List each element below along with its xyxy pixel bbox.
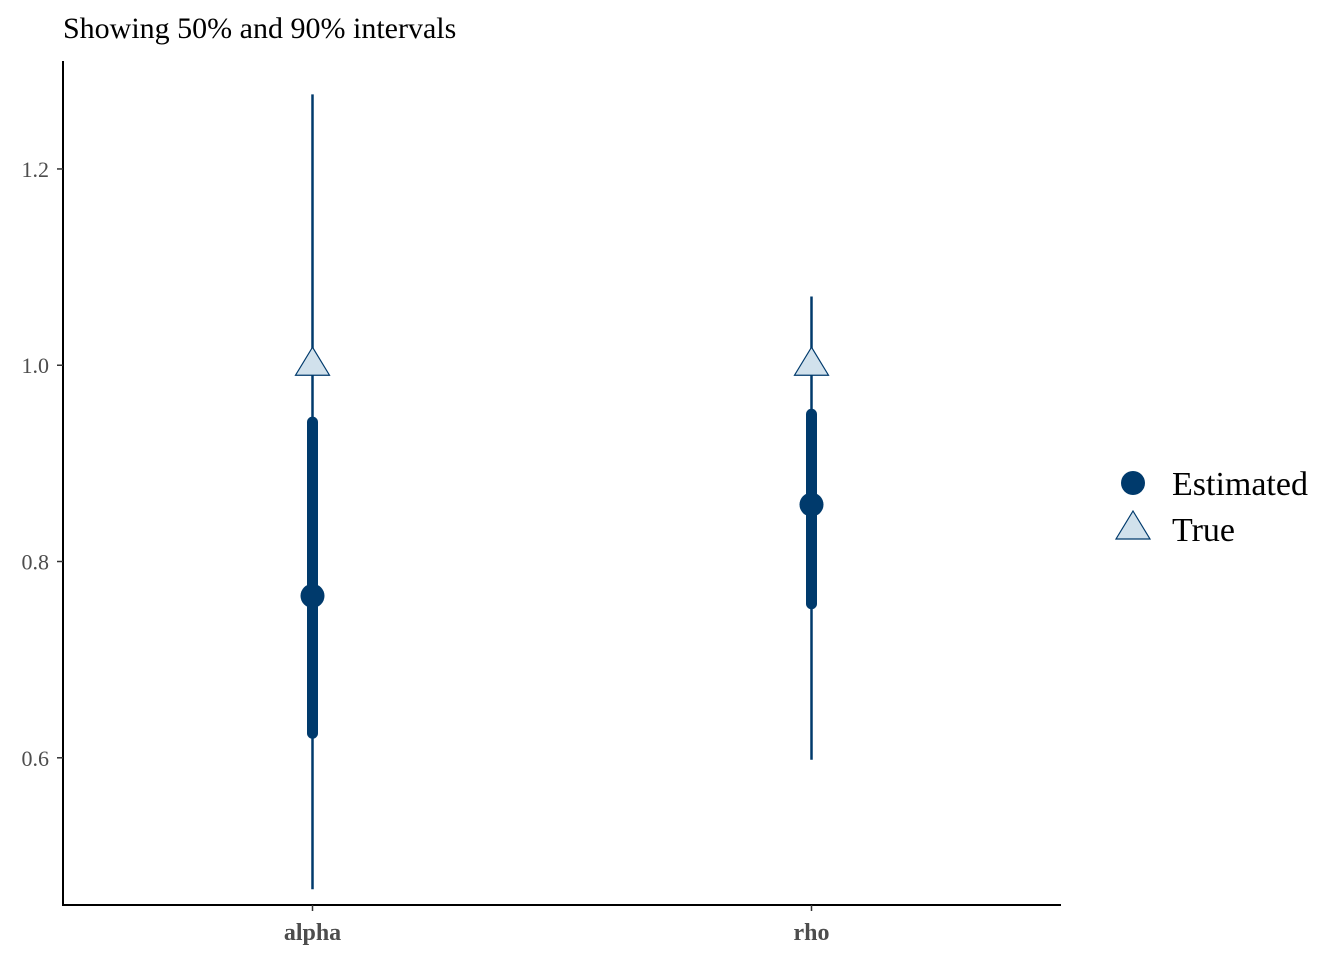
y-tick-label: 0.8 — [22, 550, 50, 575]
interval-marks — [294, 94, 830, 890]
y-axis-ticks: 0.6 0.8 1.0 1.2 — [22, 157, 63, 771]
legend-label-true: True — [1172, 512, 1235, 549]
x-tick-label: alpha — [284, 920, 341, 946]
plot-panel: 0.6 0.8 1.0 1.2 alpha rho — [22, 61, 1061, 946]
y-tick-label: 0.6 — [22, 746, 50, 771]
legend-key-estimated — [1121, 471, 1145, 495]
estimated-point — [300, 583, 325, 608]
true-value-triangle — [793, 346, 830, 376]
y-tick-label: 1.0 — [22, 353, 50, 378]
estimated-point — [799, 492, 824, 517]
true-value-triangle — [294, 346, 331, 376]
y-tick-label: 1.2 — [22, 157, 50, 182]
chart-subtitle: Showing 50% and 90% intervals — [63, 12, 456, 45]
legend: Estimated True — [1114, 466, 1308, 549]
legend-key-true — [1114, 509, 1152, 540]
legend-label-estimated: Estimated — [1172, 466, 1308, 503]
x-tick-label: rho — [794, 920, 830, 946]
x-axis-ticks: alpha rho — [284, 905, 830, 946]
